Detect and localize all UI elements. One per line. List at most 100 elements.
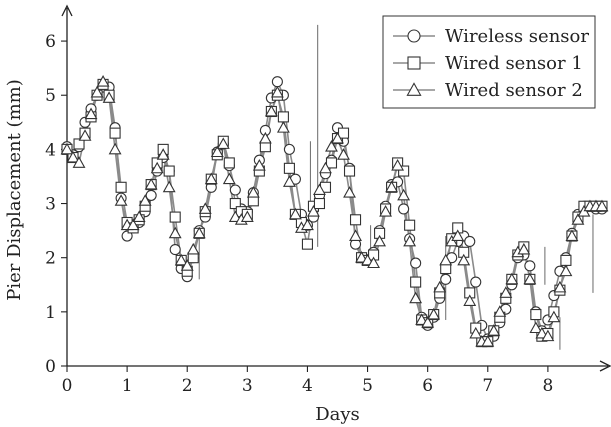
data-point-triangle <box>439 253 453 266</box>
data-point-triangle <box>216 137 230 149</box>
data-point-triangle <box>409 291 423 304</box>
data-point-triangle <box>529 321 543 334</box>
data-point-triangle <box>102 91 116 103</box>
data-point-triangle <box>192 226 206 239</box>
data-point-square <box>109 127 121 139</box>
y-axis-arrow <box>61 4 73 17</box>
data-point-triangle <box>222 172 236 185</box>
data-point-triangle <box>553 280 567 293</box>
legend-marker-square <box>407 56 421 70</box>
data-point-triangle <box>481 334 495 347</box>
data-point-square <box>313 197 326 210</box>
data-point-triangle <box>186 242 200 255</box>
data-point-triangle <box>78 129 92 141</box>
data-point-triangle <box>228 210 242 223</box>
data-point-triangle <box>373 234 387 247</box>
data-point-circle <box>398 203 410 215</box>
data-point-triangle <box>276 121 290 133</box>
x-tick-label: 4 <box>302 376 313 396</box>
data-point-triangle <box>319 161 332 174</box>
data-point-square <box>169 211 181 223</box>
data-point-triangle <box>403 234 417 247</box>
data-point-triangle <box>325 140 338 152</box>
data-point-circle <box>410 257 422 269</box>
data-point-triangle <box>198 202 212 214</box>
legend-marker-triangle <box>406 82 422 96</box>
data-point-triangle <box>72 156 86 168</box>
y-tick-label: 2 <box>45 249 56 269</box>
data-point-triangle <box>313 183 326 195</box>
data-point-triangle <box>126 218 140 231</box>
data-point-triangle <box>391 158 405 171</box>
data-point-triangle <box>367 256 381 269</box>
data-point-triangle <box>571 213 585 225</box>
data-point-triangle <box>541 329 555 342</box>
x-tick-label: 3 <box>242 376 253 396</box>
x-tick-label: 2 <box>182 376 193 396</box>
data-point-square <box>404 219 416 231</box>
y-tick-label: 5 <box>45 86 56 106</box>
data-point-triangle <box>301 218 314 231</box>
data-point-circle <box>470 276 482 288</box>
data-point-triangle <box>517 242 531 255</box>
x-tick-label: 7 <box>482 376 493 396</box>
data-point-triangle <box>66 150 80 163</box>
data-point-triangle <box>493 305 507 317</box>
data-point-square <box>530 309 542 321</box>
y-tick-label: 3 <box>45 195 56 215</box>
y-axis-label: Pier Displacement (mm) <box>4 79 25 300</box>
x-tick-label: 6 <box>422 376 433 396</box>
data-point-triangle <box>246 186 260 198</box>
data-point-triangle <box>499 286 513 298</box>
data-point-triangle <box>144 177 158 190</box>
data-point-circle <box>121 230 133 242</box>
data-point-triangle <box>397 188 411 201</box>
data-point-triangle <box>132 210 146 223</box>
x-tick-label: 8 <box>542 376 553 396</box>
data-point-square <box>337 127 350 139</box>
data-point-square <box>277 111 289 123</box>
data-point-square <box>73 138 85 150</box>
data-point-square <box>560 254 572 266</box>
data-point-triangle <box>433 280 447 293</box>
data-point-square <box>349 214 362 226</box>
data-point-triangle <box>457 253 471 266</box>
data-point-triangle <box>547 310 561 323</box>
data-point-triangle <box>162 180 176 193</box>
data-point-circle <box>271 76 283 88</box>
data-point-triangle <box>331 131 344 144</box>
data-point-triangle <box>282 175 296 187</box>
data-point-square <box>115 181 127 193</box>
data-point-triangle <box>523 272 537 285</box>
data-point-circle <box>145 189 157 201</box>
series-group <box>60 24 609 350</box>
y-tick-label: 4 <box>45 140 56 160</box>
x-tick-label: 5 <box>362 376 373 396</box>
data-point-triangle <box>138 194 152 206</box>
data-point-triangle <box>463 294 477 306</box>
data-point-triangle <box>361 253 374 266</box>
x-tick-label: 1 <box>122 376 133 396</box>
data-point-triangle <box>156 148 170 160</box>
data-point-triangle <box>204 172 218 185</box>
axes-group: 0 1 2 3 4 5 6 0 1 2 3 4 5 6 7 8 <box>45 4 611 396</box>
data-point-triangle <box>150 161 164 174</box>
data-point-triangle <box>469 326 483 339</box>
x-tick-label: 0 <box>62 376 73 396</box>
data-point-circle <box>229 184 241 196</box>
y-tick-label: 0 <box>45 357 56 377</box>
data-point-triangle <box>355 251 368 263</box>
data-point-triangle <box>337 148 350 160</box>
data-point-triangle <box>349 229 362 241</box>
data-point-triangle <box>84 107 98 120</box>
data-point-square <box>398 165 410 177</box>
data-point-triangle <box>421 316 435 328</box>
legend-label: Wired sensor 2 <box>445 80 583 101</box>
data-point-triangle <box>487 324 501 336</box>
x-axis-arrow <box>599 360 611 372</box>
legend-label: Wired sensor 1 <box>445 53 583 74</box>
legend-marker-circle <box>407 29 421 43</box>
data-point-triangle <box>180 259 194 271</box>
